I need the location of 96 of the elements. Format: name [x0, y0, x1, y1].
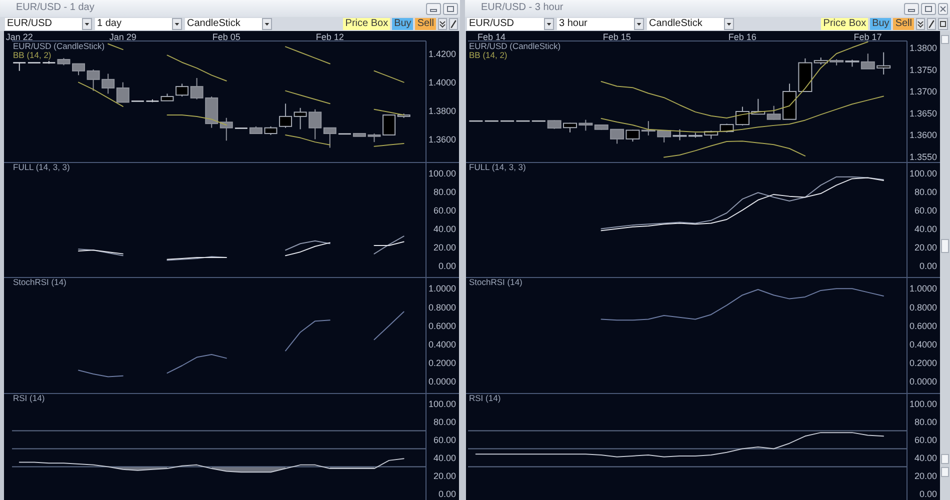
y-tick-label: 40.00 — [914, 224, 937, 234]
text: EUR/USD — [5, 18, 82, 30]
y-tick-label: 20.00 — [433, 242, 456, 252]
text: CandleStick — [647, 18, 724, 30]
y-tick-label: 80.00 — [433, 186, 456, 197]
x-tick-label: Jan 29 — [109, 32, 136, 42]
y-tick-label: 0.2000 — [428, 358, 456, 368]
candlestick — [382, 114, 396, 136]
y-tick-label: 60.00 — [914, 205, 937, 216]
text: Buy — [392, 18, 414, 30]
y-tick-label: 100.00 — [428, 168, 456, 178]
y-tick-label: 1.4000 — [428, 77, 456, 88]
chart-title: RSI (14) — [469, 393, 501, 403]
candlestick — [72, 63, 86, 76]
candlestick — [308, 108, 322, 140]
y-tick-label: 1.0000 — [428, 284, 456, 294]
candlestick — [876, 52, 891, 76]
x-tick-label: Jan 22 — [6, 32, 33, 42]
y-tick-label: 0.4000 — [909, 339, 937, 350]
text: Sell — [415, 18, 436, 30]
y-tick-label: 1.0000 — [909, 284, 937, 294]
y-tick-label: 80.00 — [914, 186, 937, 197]
candlestick — [766, 105, 781, 120]
chart-title: FULL (14, 3, 3) — [469, 162, 526, 172]
chart-subtitle: EUR/USD (CandleStick) — [13, 41, 105, 51]
y-tick-label: 1.3550 — [909, 152, 937, 162]
candlestick — [626, 129, 640, 142]
chart-title: EUR/USD - 1 day — [16, 2, 94, 14]
y-tick-label: 20.00 — [433, 470, 456, 481]
y-tick-label: 1.3800 — [909, 43, 937, 54]
chart-title: StochRSI (14) — [13, 277, 66, 287]
y-tick-label: 0.00 — [438, 488, 456, 499]
candlestick — [116, 82, 130, 103]
y-tick-label: 1.3600 — [909, 130, 937, 140]
y-tick-label: 1.3750 — [909, 64, 937, 75]
y-tick-label: 60.00 — [914, 434, 937, 445]
text: EUR/USD — [467, 18, 544, 30]
candlestick — [176, 83, 189, 98]
x-tick-label: Feb 16 — [728, 32, 756, 42]
y-tick-label: 0.0000 — [909, 376, 937, 387]
text: Price Box — [821, 18, 868, 30]
y-tick-label: 1.3600 — [428, 134, 456, 144]
y-tick-label: 0.8000 — [428, 302, 456, 312]
y-tick-label: 100.00 — [909, 398, 937, 409]
y-tick-label: 1.3650 — [909, 108, 937, 118]
y-tick-label: 0.4000 — [428, 339, 456, 350]
candlestick — [578, 119, 593, 132]
y-tick-label: 80.00 — [914, 416, 937, 427]
candlestick — [323, 127, 336, 148]
line-series — [475, 432, 884, 458]
candlestick — [294, 107, 307, 130]
text: 1 day — [95, 18, 172, 30]
y-tick-label: 40.00 — [433, 224, 456, 234]
y-tick-label: 60.00 — [433, 205, 456, 216]
text: BB (14, 2) — [13, 50, 52, 60]
x-tick-label: Feb 05 — [212, 32, 240, 42]
y-tick-label: 0.2000 — [909, 358, 937, 368]
y-tick-label: 0.00 — [919, 488, 937, 499]
y-tick-label: 0.0000 — [428, 376, 456, 387]
y-tick-label: 1.4200 — [428, 48, 456, 59]
candlestick — [220, 117, 233, 142]
text: Price Box — [343, 18, 390, 30]
text: BB (14, 2) — [469, 50, 508, 60]
y-tick-label: 1.3800 — [428, 106, 456, 116]
y-tick-label: 0.00 — [919, 261, 937, 272]
y-tick-label: 100.00 — [909, 168, 937, 178]
chart-subtitle: EUR/USD (CandleStick) — [469, 41, 561, 51]
line-series — [18, 458, 404, 473]
line-series — [600, 288, 884, 321]
candlestick — [860, 53, 875, 70]
y-tick-label: 100.00 — [428, 398, 456, 409]
y-tick-label: 40.00 — [914, 452, 937, 463]
text: CandleStick — [185, 18, 262, 30]
line-series — [663, 140, 806, 158]
text: Sell — [893, 18, 914, 30]
y-tick-label: 0.00 — [438, 261, 456, 272]
text: Buy — [870, 18, 892, 30]
y-tick-label: 0.6000 — [428, 320, 456, 331]
candlestick — [279, 103, 292, 128]
x-tick-label: Feb 14 — [478, 32, 506, 42]
x-tick-label: Feb 12 — [316, 32, 344, 42]
y-tick-label: 80.00 — [433, 416, 456, 427]
chart-title: FULL (14, 3, 3) — [13, 162, 70, 172]
chart-title: StochRSI (14) — [469, 277, 522, 287]
text: 3 hour — [557, 18, 634, 30]
y-tick-label: 0.8000 — [909, 302, 937, 312]
y-tick-label: 0.6000 — [909, 320, 937, 331]
y-tick-label: 20.00 — [914, 470, 937, 481]
y-tick-label: 1.3700 — [909, 86, 937, 97]
x-tick-label: Feb 17 — [854, 32, 882, 42]
chart-title: RSI (14) — [13, 393, 45, 403]
x-tick-label: Feb 15 — [602, 32, 631, 42]
y-tick-label: 40.00 — [433, 452, 456, 463]
y-tick-label: 60.00 — [433, 434, 456, 445]
y-tick-label: 20.00 — [914, 242, 937, 252]
chart-title: EUR/USD - 3 hour — [481, 2, 564, 14]
